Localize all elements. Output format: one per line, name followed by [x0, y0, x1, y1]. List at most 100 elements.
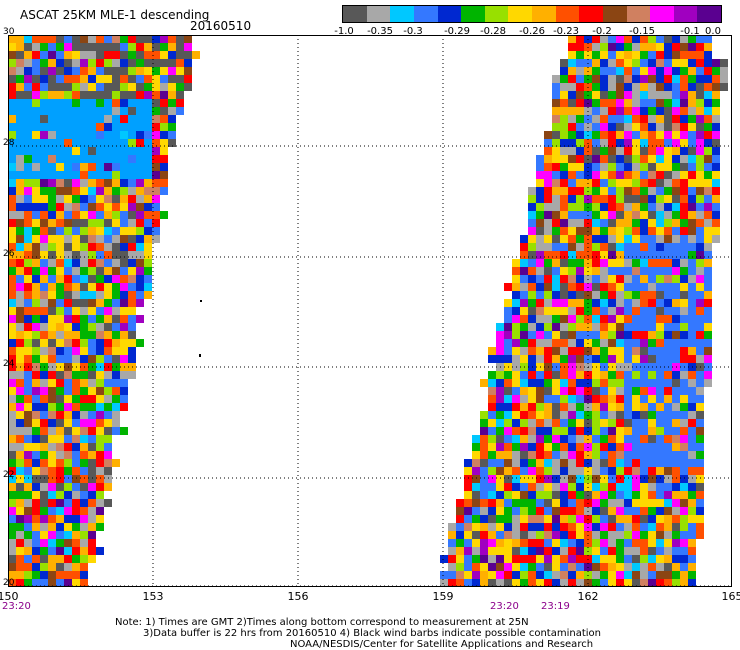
swath-cell: [656, 403, 664, 411]
swath-cell: [608, 451, 616, 459]
swath-cell: [576, 531, 584, 539]
swath-cell: [160, 43, 168, 51]
swath-cell: [552, 403, 560, 411]
swath-cell: [64, 187, 72, 195]
swath-cell: [40, 59, 48, 67]
swath-cell: [560, 555, 568, 563]
swath-cell: [664, 291, 672, 299]
swath-cell: [544, 155, 552, 163]
swath-cell: [600, 147, 608, 155]
swath-cell: [128, 195, 136, 203]
swath-cell: [512, 571, 520, 579]
swath-cell: [520, 507, 528, 515]
swath-cell: [560, 475, 568, 483]
swath-cell: [568, 307, 576, 315]
swath-cell: [576, 539, 584, 547]
swath-cell: [664, 251, 672, 259]
swath-cell: [496, 523, 504, 531]
swath-cell: [144, 155, 152, 163]
swath-cell: [536, 499, 544, 507]
swath-cell: [96, 235, 104, 243]
swath-cell: [680, 243, 688, 251]
swath-cell: [712, 179, 720, 187]
swath-cell: [552, 499, 560, 507]
swath-cell: [48, 467, 56, 475]
swath-cell: [48, 499, 56, 507]
color-scale-tick-label: -0.2: [592, 26, 612, 37]
swath-cell: [104, 51, 112, 59]
swath-cell: [608, 499, 616, 507]
swath-cell: [696, 419, 704, 427]
swath-cell: [136, 171, 144, 179]
swath-cell: [632, 531, 640, 539]
swath-cell: [552, 339, 560, 347]
swath-cell: [616, 459, 624, 467]
swath-cell: [688, 379, 696, 387]
swath-cell: [640, 315, 648, 323]
swath-cell: [616, 483, 624, 491]
swath-cell: [640, 347, 648, 355]
swath-cell: [672, 555, 680, 563]
swath-cell: [664, 563, 672, 571]
swath-cell: [488, 547, 496, 555]
swath-cell: [504, 403, 512, 411]
swath-cell: [464, 523, 472, 531]
swath-cell: [624, 499, 632, 507]
swath-cell: [568, 555, 576, 563]
swath-cell: [624, 555, 632, 563]
swath-cell: [528, 267, 536, 275]
swath-cell: [624, 35, 632, 43]
swath-cell: [64, 155, 72, 163]
swath-cell: [40, 515, 48, 523]
swath-cell: [464, 467, 472, 475]
swath-cell: [552, 331, 560, 339]
swath-cell: [704, 131, 712, 139]
swath-cell: [104, 195, 112, 203]
swath-cell: [632, 259, 640, 267]
swath-cell: [480, 435, 488, 443]
swath-cell: [608, 419, 616, 427]
swath-cell: [696, 35, 704, 43]
swath-cell: [704, 83, 712, 91]
swath-cell: [616, 339, 624, 347]
swath-cell: [136, 203, 144, 211]
swath-cell: [120, 371, 128, 379]
swath-cell: [32, 195, 40, 203]
swath-cell: [104, 339, 112, 347]
swath-cell: [24, 467, 32, 475]
swath-cell: [136, 131, 144, 139]
swath-cell: [704, 371, 712, 379]
swath-cell: [544, 419, 552, 427]
swath-cell: [688, 563, 696, 571]
swath-cell: [656, 243, 664, 251]
swath-cell: [576, 331, 584, 339]
swath-cell: [608, 283, 616, 291]
swath-cell: [680, 299, 688, 307]
swath-cell: [656, 315, 664, 323]
swath-cell: [688, 475, 696, 483]
swath-cell: [488, 539, 496, 547]
swath-cell: [88, 171, 96, 179]
swath-cell: [136, 59, 144, 67]
swath-map: [8, 35, 732, 587]
swath-cell: [80, 395, 88, 403]
swath-cell: [688, 539, 696, 547]
swath-cell: [552, 123, 560, 131]
swath-cell: [688, 195, 696, 203]
swath-cell: [40, 83, 48, 91]
swath-cell: [616, 35, 624, 43]
swath-cell: [88, 483, 96, 491]
swath-cell: [560, 443, 568, 451]
swath-cell: [144, 235, 152, 243]
swath-cell: [696, 275, 704, 283]
swath-cell: [56, 443, 64, 451]
swath-cell: [600, 243, 608, 251]
swath-cell: [40, 579, 48, 587]
swath-cell: [72, 483, 80, 491]
swath-cell: [104, 323, 112, 331]
swath-cell: [112, 107, 120, 115]
swath-cell: [16, 179, 24, 187]
swath-cell: [560, 395, 568, 403]
swath-cell: [664, 379, 672, 387]
swath-cell: [568, 491, 576, 499]
